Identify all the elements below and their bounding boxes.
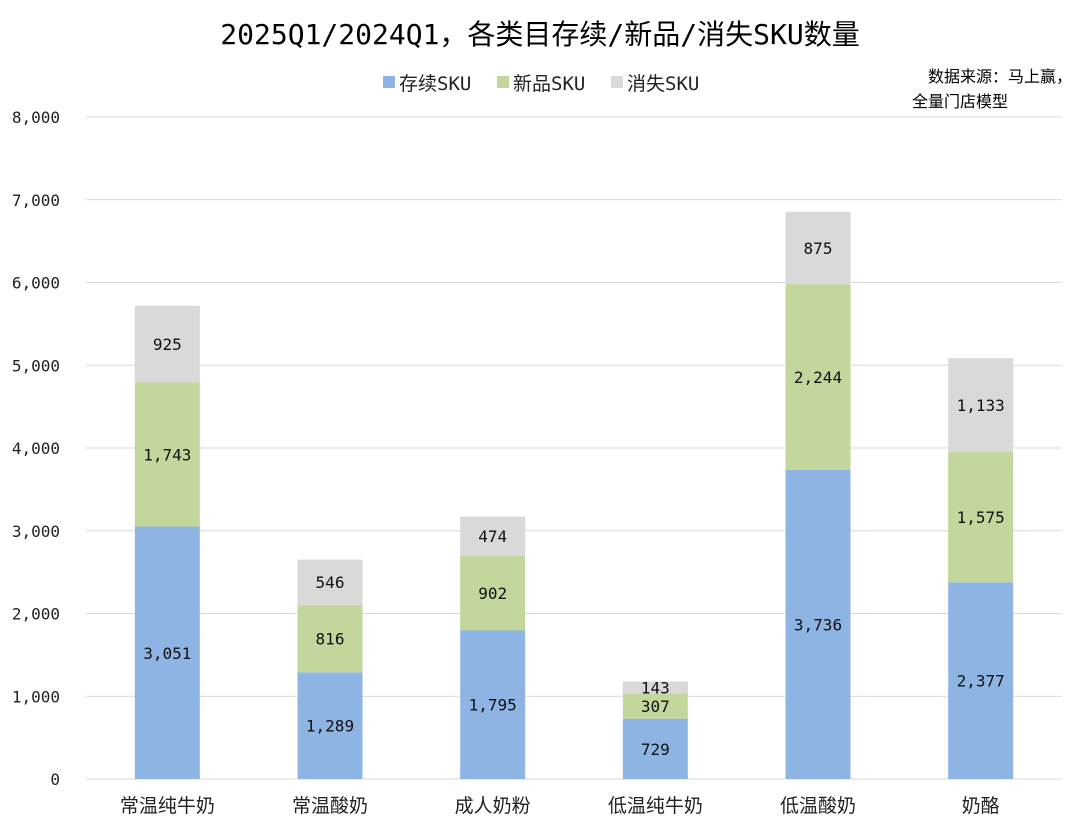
x-tick-label: 低温酸奶: [780, 795, 856, 817]
bar-segment: [297, 672, 363, 779]
data-labels: 3,051 1,743 925 1,289 816 546 1,795 902 474 729 30…: [143, 239, 1005, 759]
data-label: 143: [641, 678, 670, 697]
bar-segment: [134, 382, 200, 527]
data-label: 474: [478, 527, 507, 546]
data-label: 2,244: [794, 368, 842, 387]
bar-segment: [622, 693, 688, 719]
bar-segment: [785, 211, 851, 285]
y-tick-label: 6,000: [12, 274, 60, 293]
x-tick-label: 常温酸奶: [292, 795, 368, 817]
bar-segment: [622, 718, 688, 779]
data-label: 875: [804, 239, 833, 258]
bar-segment: [785, 284, 851, 470]
data-label: 3,051: [143, 644, 191, 663]
data-label: 1,795: [469, 696, 517, 715]
source-note: 数据来源：马上赢， 全量门店模型: [912, 67, 1072, 111]
bar-segment: [622, 681, 688, 694]
data-label: 1,289: [306, 717, 354, 736]
source-note-line-2: 全量门店模型: [912, 92, 1008, 111]
y-tick-label: 0: [50, 770, 60, 789]
data-label: 902: [478, 584, 507, 603]
data-label: 307: [641, 697, 670, 716]
x-tick-label: 常温纯牛奶: [120, 795, 215, 817]
legend-swatch: [383, 76, 395, 88]
legend-swatch: [611, 76, 623, 88]
bar-segment: [134, 526, 200, 779]
x-tick-label: 奶酪: [962, 795, 1000, 817]
bar-segment: [460, 555, 526, 631]
x-tick-label: 成人奶粉: [455, 795, 531, 817]
bar-segment: [948, 451, 1014, 583]
y-tick-label: 2,000: [12, 605, 60, 624]
y-tick-label: 8,000: [12, 108, 60, 127]
data-label: 3,736: [794, 615, 842, 634]
legend-label: 存续SKU: [399, 73, 471, 95]
y-tick-label: 7,000: [12, 191, 60, 210]
bar-segment: [785, 469, 851, 779]
legend-swatch: [497, 76, 509, 88]
data-label: 925: [153, 335, 182, 354]
data-label: 546: [316, 573, 345, 592]
x-tick-label: 低温纯牛奶: [608, 795, 703, 817]
data-label: 816: [316, 630, 345, 649]
chart-title: 2025Q1/2024Q1，各类目存续/新品/消失SKU数量: [220, 18, 859, 51]
data-label: 1,133: [957, 396, 1005, 415]
bar-segment: [297, 604, 363, 673]
bar-segment: [948, 582, 1014, 779]
gridlines: [86, 116, 1062, 780]
legend-label: 消失SKU: [627, 73, 699, 95]
data-label: 1,575: [957, 508, 1005, 527]
bar-segment: [460, 516, 526, 556]
legend-label: 新品SKU: [513, 73, 585, 95]
data-label: 729: [641, 740, 670, 759]
data-label: 1,743: [143, 445, 191, 464]
bar-segment: [297, 559, 363, 605]
y-axis: 0 1,000 2,000 3,000 4,000 5,000 6,000 7,000 8,00…: [12, 108, 60, 789]
y-tick-label: 4,000: [12, 439, 60, 458]
bar-segment: [948, 358, 1014, 452]
legend: 存续SKU 新品SKU 消失SKU: [383, 73, 699, 95]
source-note-line-1: 数据来源：马上赢，: [928, 67, 1072, 86]
y-tick-label: 3,000: [12, 522, 60, 541]
data-label: 2,377: [957, 672, 1005, 691]
x-axis: 常温纯牛奶 常温酸奶 成人奶粉 低温纯牛奶 低温酸奶 奶酪: [120, 795, 1000, 817]
bar-segment: [134, 305, 200, 383]
y-tick-label: 1,000: [12, 687, 60, 706]
bars: [134, 211, 1014, 779]
bar-segment: [460, 630, 526, 779]
y-tick-label: 5,000: [12, 356, 60, 375]
